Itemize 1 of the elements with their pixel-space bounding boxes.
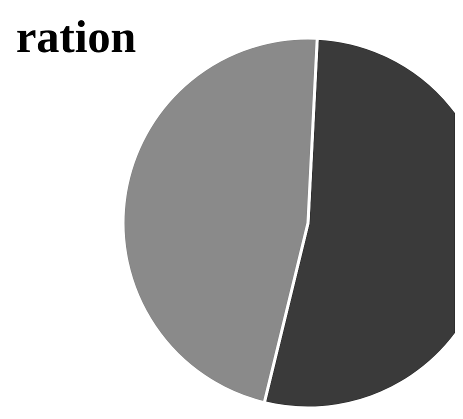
chart-title: ration xyxy=(16,11,136,62)
